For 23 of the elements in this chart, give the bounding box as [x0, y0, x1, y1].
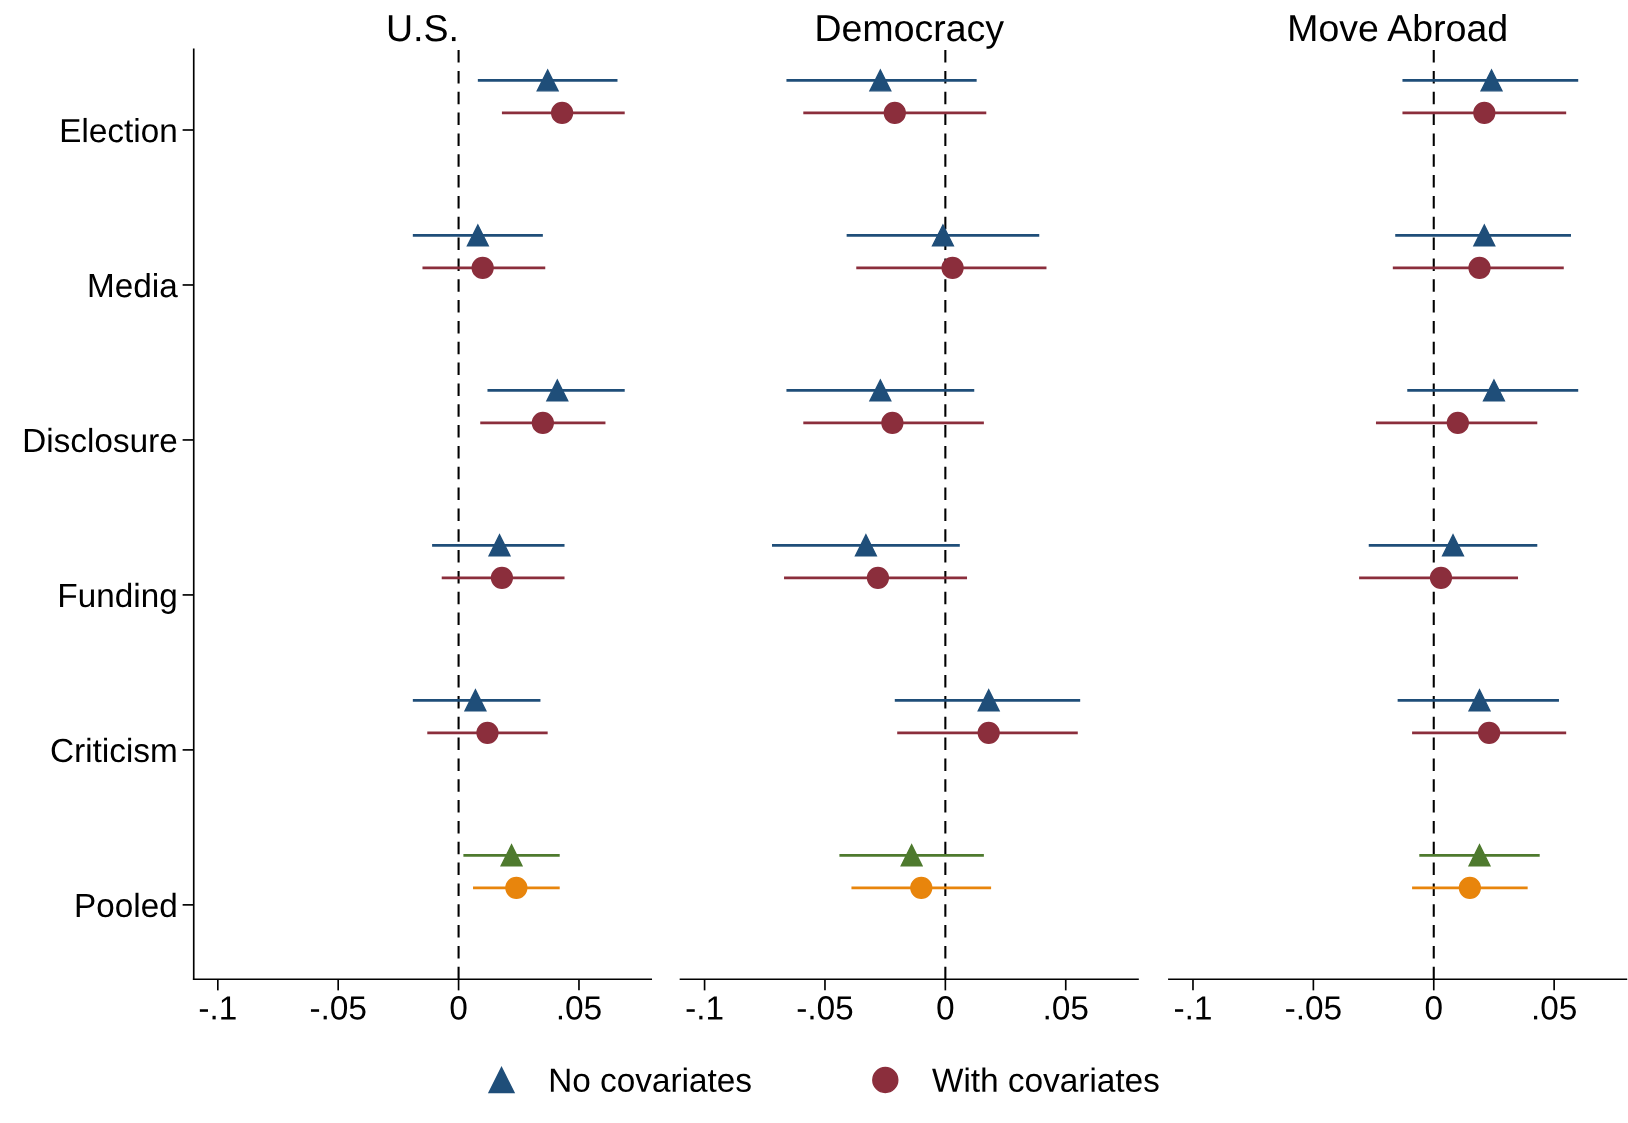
x-tick-label: -.1 [1175, 996, 1211, 1020]
x-tick-label: 0 [450, 996, 467, 1020]
chart-title: U.S. [388, 14, 456, 42]
chart-title: Move Abroad [1290, 13, 1506, 42]
x-tick-label: -.05 [310, 996, 366, 1020]
y-tick-label: Election [61, 117, 176, 143]
x-tick-label: .05 [1045, 996, 1088, 1020]
y-tick-label: Funding [60, 582, 176, 614]
chart-title: Democracy [817, 15, 1004, 49]
x-tick-label: .05 [558, 996, 601, 1020]
x-tick-label: -.1 [686, 996, 723, 1020]
x-tick-label: -.1 [199, 996, 236, 1020]
x-tick-label: -.05 [1286, 996, 1341, 1020]
legend-label: No covariates [550, 1067, 751, 1093]
x-tick-label: .05 [1534, 996, 1576, 1020]
y-tick-label: Criticism [51, 737, 176, 763]
x-tick-label: 0 [1425, 996, 1442, 1020]
x-tick-label: -.05 [797, 996, 853, 1020]
x-tick-label: 0 [937, 996, 954, 1020]
legend-label: With covariates [932, 1067, 1159, 1093]
y-tick-label: Media [89, 272, 178, 298]
y-tick-label: Pooled [76, 892, 176, 918]
y-tick-label: Disclosure [24, 427, 177, 453]
